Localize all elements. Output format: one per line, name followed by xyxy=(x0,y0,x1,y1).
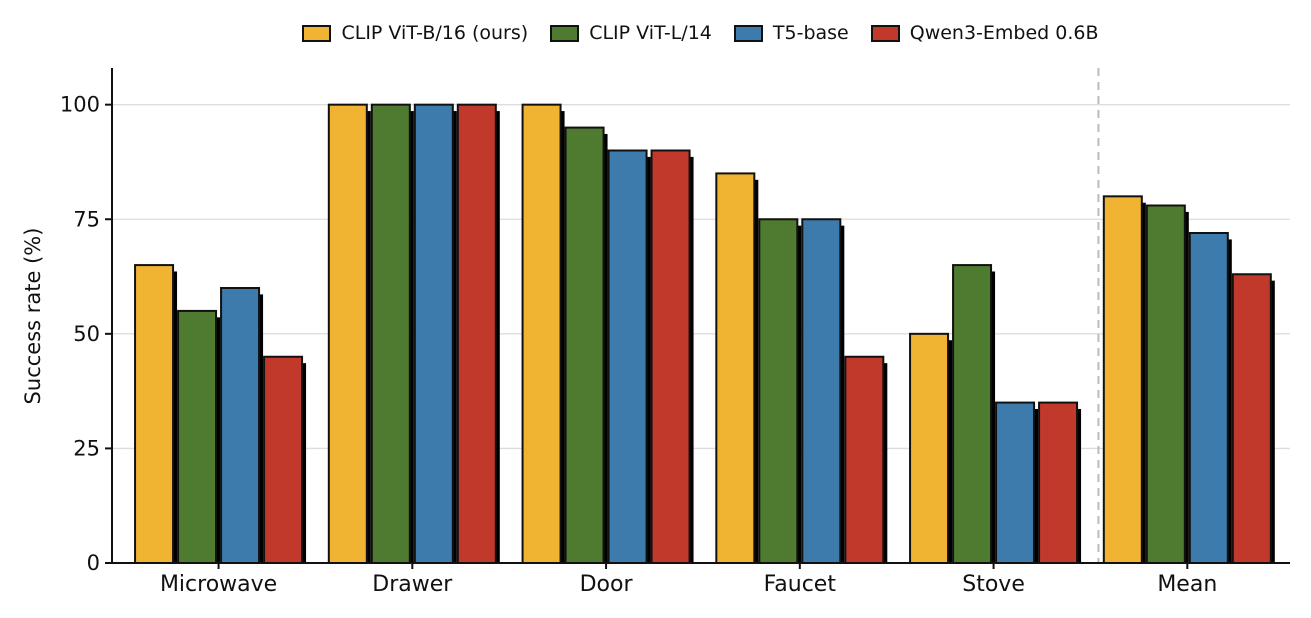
legend: CLIP ViT-B/16 (ours) CLIP ViT-L/14 T5-ba… xyxy=(0,22,1311,44)
bar xyxy=(607,149,648,564)
bar xyxy=(1188,232,1229,564)
x-tick-label: Faucet xyxy=(764,572,837,597)
bar xyxy=(220,287,261,564)
bar xyxy=(413,103,454,565)
bar xyxy=(995,401,1036,565)
bar xyxy=(1231,273,1272,564)
bars-layer xyxy=(134,103,1275,565)
bar xyxy=(952,264,993,564)
bar xyxy=(327,103,368,565)
bar xyxy=(844,355,885,564)
legend-label: CLIP ViT-B/16 (ours) xyxy=(341,22,529,44)
bar xyxy=(801,218,842,564)
legend-label: T5-base xyxy=(772,22,849,44)
bar xyxy=(263,355,304,564)
bar xyxy=(650,149,691,564)
x-tick-label: Microwave xyxy=(160,572,277,597)
legend-item-qwen3-embed: Qwen3-Embed 0.6B xyxy=(870,22,1099,44)
bar xyxy=(715,172,756,565)
legend-swatch xyxy=(733,24,763,42)
legend-swatch xyxy=(302,24,332,42)
bar xyxy=(456,103,497,565)
y-tick-label: 100 xyxy=(60,93,100,117)
axes-layer: 0 25 50 75 100 Microwave Drawer Door Faucet Stove… xyxy=(60,68,1290,597)
legend-swatch xyxy=(870,24,900,42)
legend-swatch xyxy=(550,24,580,42)
bar xyxy=(564,126,605,564)
legend-item-clip-vit-b16: CLIP ViT-B/16 (ours) xyxy=(302,22,528,44)
legend-item-clip-vit-l14: CLIP ViT-L/14 xyxy=(550,22,712,44)
legend-label: Qwen3-Embed 0.6B xyxy=(909,22,1099,44)
grid-layer xyxy=(112,68,1290,563)
bar xyxy=(177,309,218,564)
legend-label: CLIP ViT-L/14 xyxy=(589,22,712,44)
y-tick-label: 25 xyxy=(73,436,100,460)
x-tick-label: Drawer xyxy=(372,572,453,597)
y-tick-label: 50 xyxy=(73,322,100,346)
bar xyxy=(370,103,411,565)
y-tick-label: 0 xyxy=(87,551,100,575)
y-axis-label: Success rate (%) xyxy=(21,228,45,405)
bar xyxy=(758,218,799,564)
x-tick-label: Stove xyxy=(962,572,1025,597)
bar xyxy=(134,264,175,564)
x-tick-label: Door xyxy=(580,572,634,597)
legend-item-t5-base: T5-base xyxy=(733,22,849,44)
bar xyxy=(521,103,562,565)
y-tick-label: 75 xyxy=(73,207,100,231)
x-tick-label: Mean xyxy=(1157,572,1217,597)
bar xyxy=(1038,401,1079,565)
bar xyxy=(1145,204,1186,564)
bar xyxy=(909,332,950,565)
bar xyxy=(1102,195,1143,564)
